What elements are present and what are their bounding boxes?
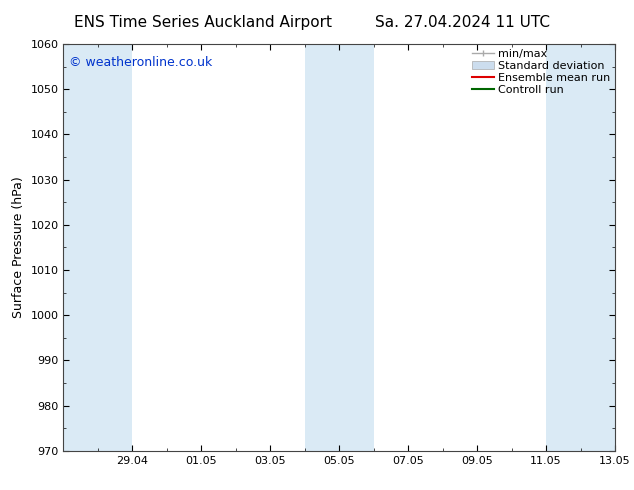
Legend: min/max, Standard deviation, Ensemble mean run, Controll run: min/max, Standard deviation, Ensemble me… bbox=[469, 47, 612, 98]
Text: Sa. 27.04.2024 11 UTC: Sa. 27.04.2024 11 UTC bbox=[375, 15, 550, 30]
Y-axis label: Surface Pressure (hPa): Surface Pressure (hPa) bbox=[12, 176, 25, 318]
Bar bbox=[305, 44, 373, 451]
Text: ENS Time Series Auckland Airport: ENS Time Series Auckland Airport bbox=[74, 15, 332, 30]
Text: © weatheronline.co.uk: © weatheronline.co.uk bbox=[69, 56, 212, 69]
Bar bbox=[63, 44, 133, 451]
Bar bbox=[546, 44, 615, 451]
